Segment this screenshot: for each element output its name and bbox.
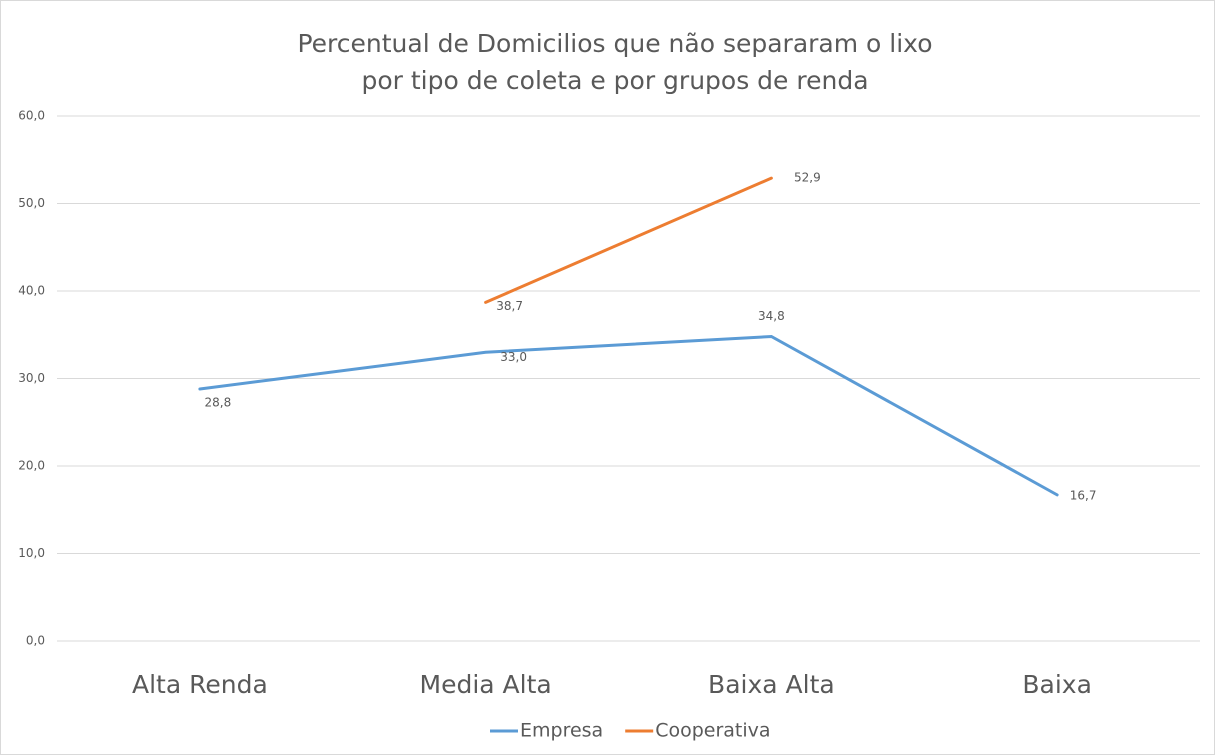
x-tick-label: Alta Renda bbox=[132, 670, 268, 699]
chart-title: por tipo de coleta e por grupos de renda bbox=[361, 66, 868, 95]
y-tick-label: 10,0 bbox=[18, 546, 45, 560]
x-tick-label: Media Alta bbox=[420, 670, 552, 699]
x-tick-label: Baixa Alta bbox=[708, 670, 835, 699]
x-tick-label: Baixa bbox=[1022, 670, 1092, 699]
y-tick-label: 50,0 bbox=[18, 196, 45, 210]
data-label: 28,8 bbox=[205, 396, 232, 410]
line-series bbox=[198, 334, 1059, 497]
data-label: 34,8 bbox=[758, 309, 785, 323]
data-label: 38,7 bbox=[496, 299, 523, 313]
y-tick-label: 60,0 bbox=[18, 109, 45, 123]
y-tick-label: 0,0 bbox=[26, 634, 45, 648]
data-label: 16,7 bbox=[1070, 488, 1097, 502]
y-tick-label: 40,0 bbox=[18, 284, 45, 298]
legend-label: Empresa bbox=[520, 720, 603, 742]
legend-label: Cooperativa bbox=[655, 720, 770, 742]
y-tick-label: 20,0 bbox=[18, 459, 45, 473]
data-label: 52,9 bbox=[794, 171, 821, 185]
y-tick-label: 30,0 bbox=[18, 371, 45, 385]
chart-title: Percentual de Domicilios que não separar… bbox=[297, 29, 932, 58]
data-label: 33,0 bbox=[500, 350, 527, 364]
line-series bbox=[484, 176, 773, 304]
